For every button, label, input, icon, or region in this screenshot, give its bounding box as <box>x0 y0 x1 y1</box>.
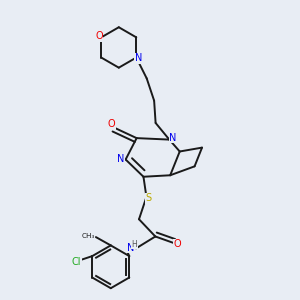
Text: N: N <box>135 53 142 64</box>
Text: N: N <box>169 133 177 143</box>
Text: CH₃: CH₃ <box>81 233 95 239</box>
Text: N: N <box>117 154 124 164</box>
Text: S: S <box>145 193 151 203</box>
Text: O: O <box>107 119 115 129</box>
Text: O: O <box>173 239 181 249</box>
Text: O: O <box>95 32 103 41</box>
Text: Cl: Cl <box>72 257 81 267</box>
Text: N: N <box>127 243 134 253</box>
Text: H: H <box>132 240 137 249</box>
